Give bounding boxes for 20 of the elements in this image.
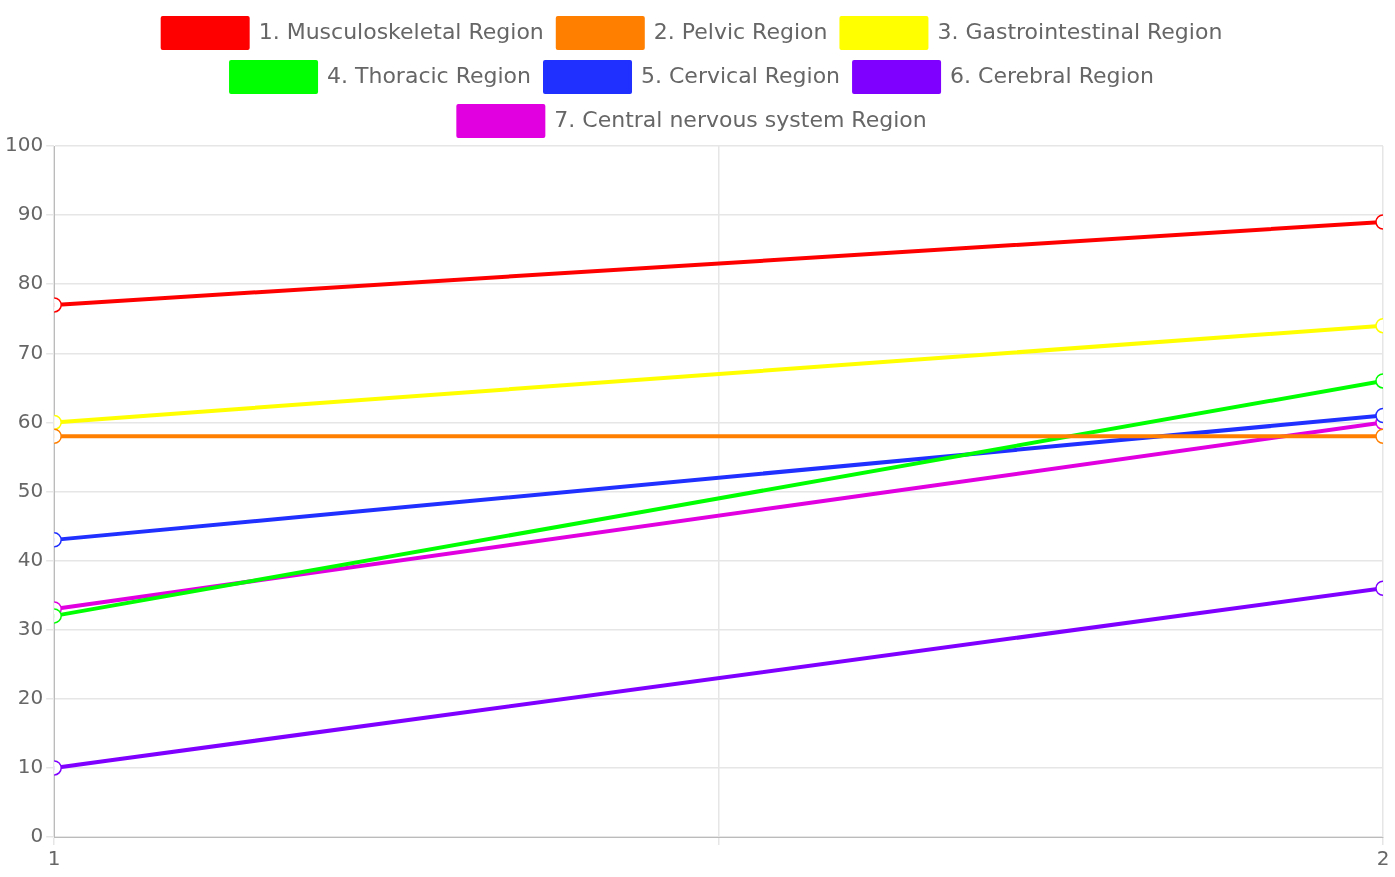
x-tick-label: 2 [1376, 846, 1390, 871]
legend-label: 7. Central nervous system Region [554, 106, 927, 132]
legend-label: 2. Pelvic Region [653, 18, 828, 44]
y-tick-label: 60 [17, 408, 44, 433]
y-tick-label: 40 [17, 546, 44, 571]
legend-label: 5. Cervical Region [641, 62, 841, 88]
y-tick-label: 50 [17, 477, 44, 502]
legend-label: 6. Cerebral Region [950, 62, 1154, 88]
legend-label: 4. Thoracic Region [327, 62, 532, 88]
legend-label: 1. Musculoskeletal Region [258, 18, 544, 44]
x-tick-label: 1 [47, 846, 61, 871]
y-tick-label: 90 [17, 201, 44, 226]
y-tick-label: 80 [17, 270, 44, 295]
y-tick-label: 70 [17, 339, 44, 364]
legend-label: 3. Gastrointestinal Region [937, 18, 1223, 44]
y-tick-label: 0 [30, 823, 44, 848]
y-tick-label: 100 [4, 132, 44, 157]
y-tick-label: 20 [17, 685, 44, 709]
y-tick-label: 10 [17, 754, 44, 779]
y-tick-label: 30 [17, 615, 44, 640]
